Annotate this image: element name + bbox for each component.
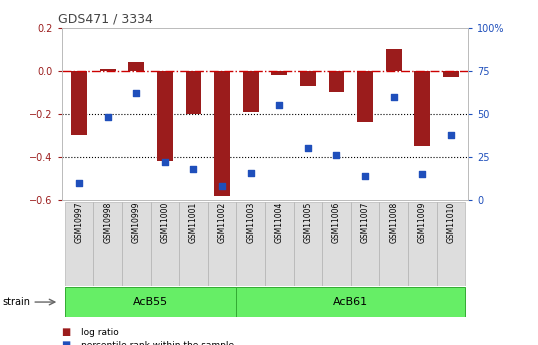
Text: log ratio: log ratio bbox=[81, 328, 118, 337]
FancyBboxPatch shape bbox=[122, 202, 151, 286]
Bar bbox=[271, 71, 287, 75]
Text: GSM11008: GSM11008 bbox=[389, 202, 398, 243]
Point bbox=[103, 115, 112, 120]
Bar bbox=[243, 71, 259, 112]
Text: GSM11005: GSM11005 bbox=[303, 202, 313, 243]
FancyBboxPatch shape bbox=[65, 202, 93, 286]
Bar bbox=[357, 71, 373, 122]
FancyBboxPatch shape bbox=[179, 202, 208, 286]
Text: GSM10998: GSM10998 bbox=[103, 202, 112, 243]
Text: GSM10999: GSM10999 bbox=[132, 202, 141, 243]
Text: GSM11003: GSM11003 bbox=[246, 202, 255, 243]
Bar bbox=[300, 71, 316, 86]
Bar bbox=[71, 71, 87, 136]
FancyBboxPatch shape bbox=[437, 202, 465, 286]
FancyBboxPatch shape bbox=[351, 202, 379, 286]
Text: GSM11004: GSM11004 bbox=[275, 202, 284, 243]
FancyBboxPatch shape bbox=[236, 202, 265, 286]
Bar bbox=[157, 71, 173, 161]
Bar bbox=[443, 71, 459, 77]
Text: GSM11000: GSM11000 bbox=[160, 202, 169, 243]
FancyBboxPatch shape bbox=[65, 287, 236, 317]
Text: GSM11009: GSM11009 bbox=[418, 202, 427, 243]
Text: percentile rank within the sample: percentile rank within the sample bbox=[81, 341, 234, 345]
Point bbox=[447, 132, 455, 137]
FancyBboxPatch shape bbox=[408, 202, 437, 286]
Text: ■: ■ bbox=[62, 340, 74, 345]
Text: GSM10997: GSM10997 bbox=[75, 202, 83, 243]
Bar bbox=[329, 71, 344, 92]
Text: AcB55: AcB55 bbox=[133, 297, 168, 307]
FancyBboxPatch shape bbox=[294, 202, 322, 286]
Bar bbox=[100, 69, 116, 71]
Point bbox=[390, 94, 398, 99]
Text: GSM11002: GSM11002 bbox=[217, 202, 226, 243]
Point bbox=[361, 173, 370, 179]
Bar bbox=[214, 71, 230, 196]
Text: GSM11007: GSM11007 bbox=[360, 202, 370, 243]
Text: GDS471 / 3334: GDS471 / 3334 bbox=[58, 12, 153, 25]
Point bbox=[132, 90, 140, 96]
Point bbox=[160, 159, 169, 165]
Text: AcB61: AcB61 bbox=[333, 297, 369, 307]
Point bbox=[189, 166, 198, 172]
FancyBboxPatch shape bbox=[236, 287, 465, 317]
FancyBboxPatch shape bbox=[151, 202, 179, 286]
Text: GSM11006: GSM11006 bbox=[332, 202, 341, 243]
Point bbox=[332, 152, 341, 158]
FancyBboxPatch shape bbox=[93, 202, 122, 286]
Bar bbox=[186, 71, 201, 114]
Point bbox=[218, 184, 226, 189]
Bar bbox=[414, 71, 430, 146]
FancyBboxPatch shape bbox=[379, 202, 408, 286]
Text: GSM11001: GSM11001 bbox=[189, 202, 198, 243]
Point bbox=[246, 170, 255, 175]
FancyBboxPatch shape bbox=[322, 202, 351, 286]
FancyBboxPatch shape bbox=[265, 202, 294, 286]
Bar bbox=[129, 62, 144, 71]
Point bbox=[303, 146, 312, 151]
Text: ■: ■ bbox=[62, 327, 74, 337]
Point bbox=[418, 171, 427, 177]
Text: strain: strain bbox=[3, 297, 31, 307]
FancyBboxPatch shape bbox=[208, 202, 236, 286]
Point bbox=[275, 102, 284, 108]
Bar bbox=[386, 49, 401, 71]
Text: GSM11010: GSM11010 bbox=[447, 202, 455, 243]
Point bbox=[75, 180, 83, 186]
